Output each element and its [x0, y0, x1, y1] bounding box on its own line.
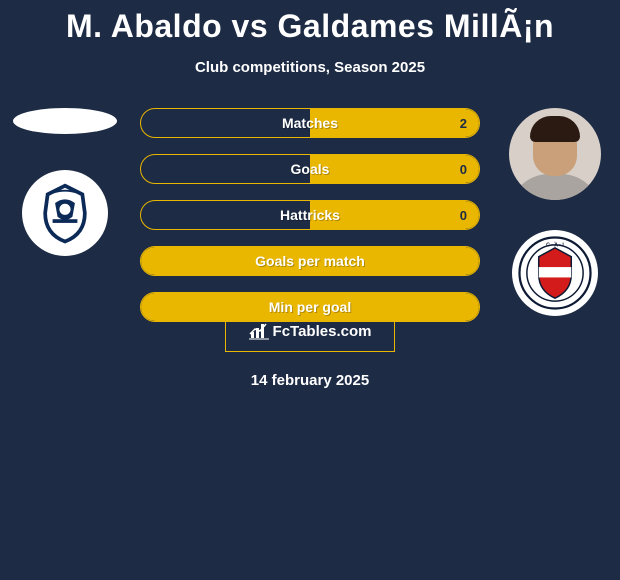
- stat-value-right: 0: [460, 162, 467, 177]
- gimnasia-crest-icon: [34, 182, 96, 244]
- right-player-avatar: [509, 108, 601, 200]
- stat-rows: Matches 2 Goals 0 Hattricks 0 Goals per …: [140, 108, 480, 338]
- stat-label: Hattricks: [280, 207, 340, 223]
- independiente-crest-icon: · C · A · I: [518, 236, 592, 310]
- right-club-badge: · C · A · I: [512, 230, 598, 316]
- subtitle: Club competitions, Season 2025: [0, 59, 620, 76]
- page-title: M. Abaldo vs Galdames MillÃ¡n: [0, 0, 620, 45]
- left-club-badge: [22, 170, 108, 256]
- bar-chart-icon: [249, 322, 269, 340]
- stat-value-right: 0: [460, 208, 467, 223]
- stat-row-goals: Goals 0: [140, 154, 480, 184]
- left-player-column: [10, 108, 120, 256]
- stat-label: Matches: [282, 115, 338, 131]
- brand-text: FcTables.com: [273, 323, 372, 340]
- stat-label: Goals: [291, 161, 330, 177]
- date-text: 14 february 2025: [0, 372, 620, 389]
- svg-text:C · A · I: C · A · I: [546, 242, 564, 248]
- stat-label: Goals per match: [255, 253, 365, 269]
- stat-row-hattricks: Hattricks 0: [140, 200, 480, 230]
- left-player-avatar: [13, 108, 117, 134]
- stat-row-goals-per-match: Goals per match: [140, 246, 480, 276]
- right-player-column: · C · A · I: [500, 108, 610, 316]
- brand-box: FcTables.com: [225, 310, 395, 352]
- stat-label: Min per goal: [269, 299, 351, 315]
- stat-row-matches: Matches 2: [140, 108, 480, 138]
- stat-value-right: 2: [460, 116, 467, 131]
